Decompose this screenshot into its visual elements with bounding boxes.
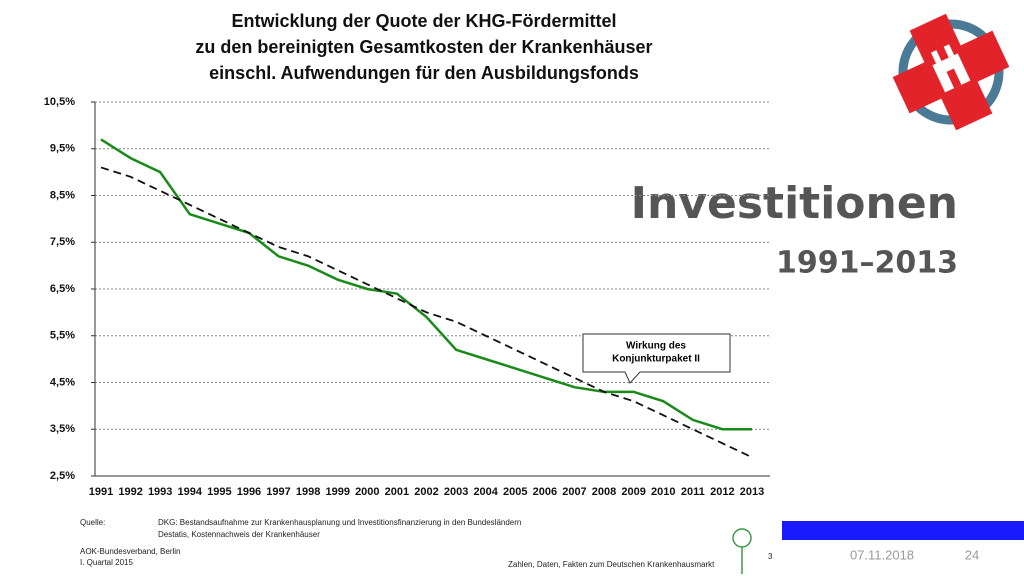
y-tick-label: 7,5% bbox=[50, 236, 75, 248]
y-tick-label: 6,5% bbox=[50, 283, 75, 295]
x-tick-label: 2010 bbox=[651, 486, 675, 498]
x-tick-label: 2013 bbox=[740, 486, 764, 498]
x-tick-label: 2012 bbox=[710, 486, 734, 498]
source-label: Quelle: bbox=[80, 518, 105, 527]
x-tick-label: 1996 bbox=[237, 486, 261, 498]
x-tick-label: 2009 bbox=[621, 486, 645, 498]
y-tick-label: 2,5% bbox=[50, 470, 75, 482]
publisher: I. Quartal 2015 bbox=[80, 558, 133, 567]
x-tick-label: 2001 bbox=[385, 486, 409, 498]
source: Destatis, Kostennachweis der Krankenhäus… bbox=[158, 530, 320, 539]
x-tick-label: 1991 bbox=[89, 486, 113, 498]
x-tick-label: 1997 bbox=[266, 486, 290, 498]
y-tick-label: 5,5% bbox=[50, 330, 75, 342]
y-tick-label: 10,5% bbox=[44, 96, 75, 108]
x-tick-label: 2005 bbox=[503, 486, 527, 498]
callout bbox=[582, 333, 731, 384]
x-tick-label: 2008 bbox=[592, 486, 616, 498]
y-tick-label: 3,5% bbox=[50, 423, 75, 435]
subheading: 1991–2013 bbox=[776, 246, 958, 281]
footer-text: Zahlen, Daten, Fakten zum Deutschen Kran… bbox=[508, 560, 715, 569]
x-tick-label: 2003 bbox=[444, 486, 468, 498]
publisher: AOK-Bundesverband, Berlin bbox=[80, 547, 181, 556]
chart-title: zu den bereinigten Gesamtkosten der Kran… bbox=[195, 37, 652, 57]
annotation: Konjunkturpaket II bbox=[612, 354, 700, 365]
x-tick-label: 2006 bbox=[533, 486, 557, 498]
x-tick-label: 1993 bbox=[148, 486, 172, 498]
inner-page: 3 bbox=[768, 552, 773, 561]
x-tick-label: 1995 bbox=[207, 486, 231, 498]
x-tick-label: 1994 bbox=[178, 486, 203, 498]
y-tick-label: 9,5% bbox=[50, 143, 75, 155]
x-tick-label: 1998 bbox=[296, 486, 320, 498]
x-tick-label: 1992 bbox=[118, 486, 142, 498]
footer-bar bbox=[782, 521, 1024, 540]
x-tick-label: 2011 bbox=[681, 486, 705, 498]
y-tick-label: 8,5% bbox=[50, 189, 75, 201]
chart-title: einschl. Aufwendungen für den Ausbildung… bbox=[209, 63, 639, 83]
logo bbox=[892, 13, 1010, 131]
x-tick-label: 2002 bbox=[414, 486, 438, 498]
data-line bbox=[100, 138, 752, 431]
heading: Investitionen bbox=[631, 178, 958, 229]
chart-title: Entwicklung der Quote der KHG-Fördermitt… bbox=[231, 11, 616, 31]
trend-line bbox=[100, 166, 753, 459]
small-logo bbox=[732, 528, 752, 574]
date: 07.11.2018 bbox=[850, 547, 914, 562]
y-tick-label: 4,5% bbox=[50, 376, 75, 388]
x-tick-label: 2000 bbox=[355, 486, 379, 498]
source: DKG: Bestandsaufnahme zur Krankenhauspla… bbox=[158, 518, 521, 527]
x-tick-label: 1999 bbox=[325, 486, 349, 498]
x-tick-label: 2004 bbox=[473, 486, 498, 498]
x-tick-label: 2007 bbox=[562, 486, 586, 498]
annotation: Wirkung des bbox=[626, 341, 686, 352]
page-number: 24 bbox=[965, 547, 979, 562]
